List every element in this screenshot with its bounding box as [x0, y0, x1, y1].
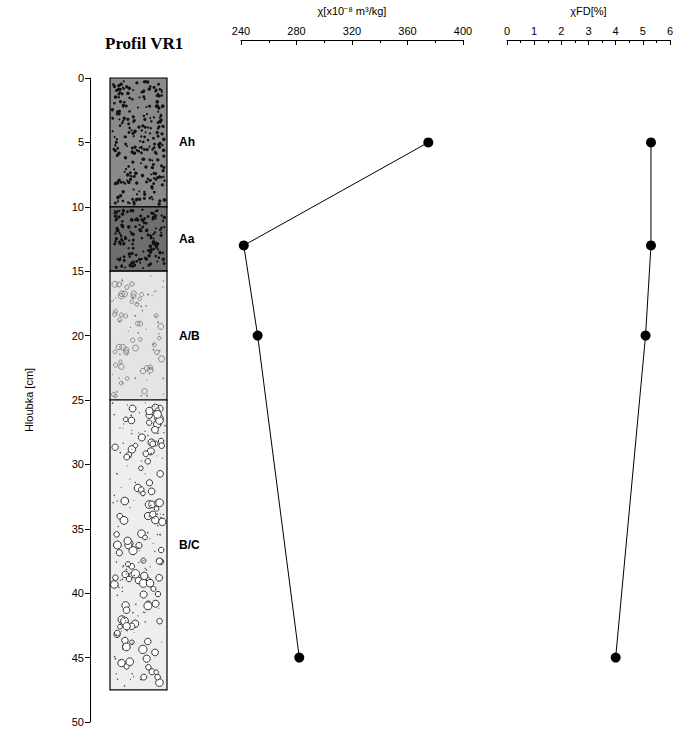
svg-text:45: 45 — [72, 652, 84, 664]
svg-text:40: 40 — [72, 587, 84, 599]
svg-text:35: 35 — [72, 523, 84, 535]
svg-text:25: 25 — [72, 394, 84, 406]
svg-text:1: 1 — [531, 25, 537, 37]
svg-text:Profil VR1: Profil VR1 — [105, 34, 183, 53]
svg-text:240: 240 — [232, 25, 250, 37]
svg-text:15: 15 — [72, 265, 84, 277]
svg-text:3: 3 — [585, 25, 591, 37]
svg-text:50: 50 — [72, 716, 84, 728]
svg-text:320: 320 — [343, 25, 361, 37]
svg-text:30: 30 — [72, 458, 84, 470]
svg-text:4: 4 — [613, 25, 619, 37]
svg-text:5: 5 — [78, 136, 84, 148]
svg-text:10: 10 — [72, 201, 84, 213]
svg-text:Hloubka [cm]: Hloubka [cm] — [23, 368, 35, 432]
svg-text:6: 6 — [667, 25, 673, 37]
svg-text:χFD[%]: χFD[%] — [570, 5, 606, 17]
svg-text:20: 20 — [72, 330, 84, 342]
svg-text:280: 280 — [287, 25, 305, 37]
svg-text:Aa: Aa — [179, 232, 195, 246]
svg-text:360: 360 — [398, 25, 416, 37]
svg-text:0: 0 — [504, 25, 510, 37]
svg-text:0: 0 — [78, 72, 84, 84]
svg-text:χ[x10⁻⁸ m³/kg]: χ[x10⁻⁸ m³/kg] — [318, 5, 387, 17]
svg-text:400: 400 — [454, 25, 472, 37]
svg-text:5: 5 — [640, 25, 646, 37]
svg-text:Ah: Ah — [179, 135, 195, 149]
svg-text:2: 2 — [558, 25, 564, 37]
svg-text:B/C: B/C — [179, 538, 200, 552]
svg-text:A/B: A/B — [179, 329, 200, 343]
